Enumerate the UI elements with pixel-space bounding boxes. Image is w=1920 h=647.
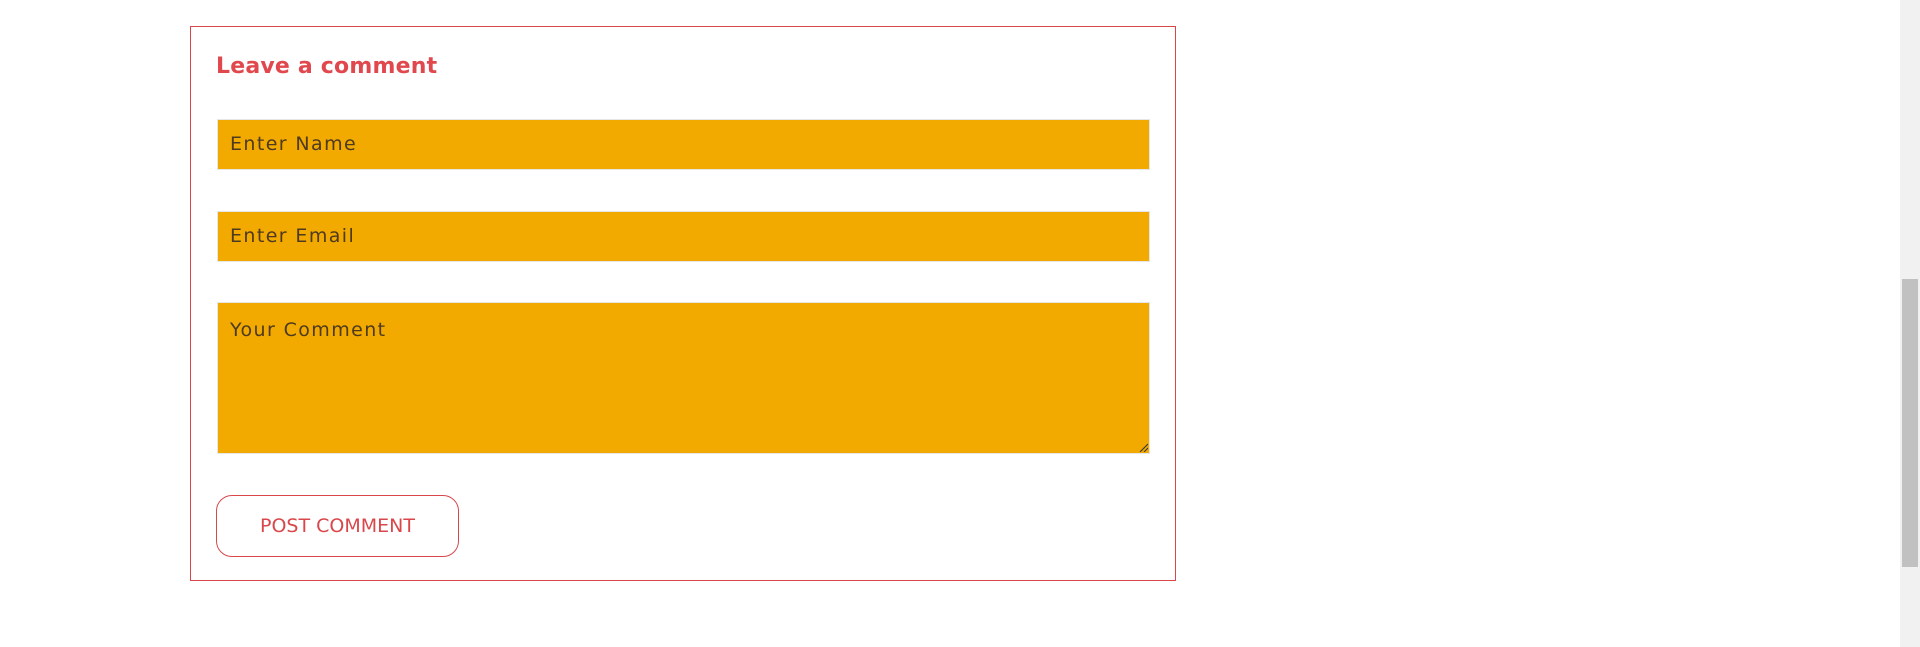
comment-form-title: Leave a comment	[216, 54, 438, 79]
name-input[interactable]: Enter Name	[217, 119, 1150, 170]
name-input-placeholder: Enter Name	[230, 133, 358, 155]
post-comment-button[interactable]: POST COMMENT	[216, 495, 459, 557]
vertical-scrollbar[interactable]	[1900, 0, 1920, 647]
comment-textarea-placeholder: Your Comment	[230, 319, 387, 341]
scrollbar-thumb[interactable]	[1902, 279, 1918, 567]
email-input-placeholder: Enter Email	[230, 225, 356, 247]
email-input[interactable]: Enter Email	[217, 211, 1150, 262]
resize-handle-icon[interactable]	[1138, 442, 1148, 452]
comment-textarea[interactable]: Your Comment	[217, 302, 1150, 454]
comment-form: Leave a comment Enter Name Enter Email Y…	[190, 26, 1176, 581]
